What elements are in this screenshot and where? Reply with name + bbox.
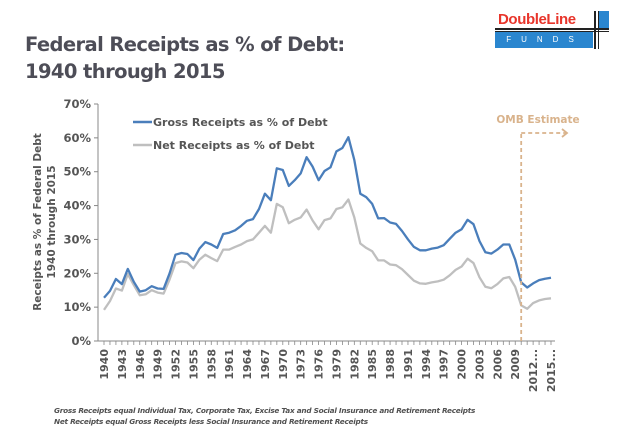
logo-brand-text: DoubleLine xyxy=(498,11,576,28)
y-tick-label: 60% xyxy=(63,131,91,145)
x-tick-label: 1955 xyxy=(187,349,200,380)
omb-estimate-annotation: OMB Estimate xyxy=(496,114,580,341)
x-tick-label: 1988 xyxy=(384,349,397,380)
y-axis-label-line-1: Receipts as % of Federal Debt xyxy=(32,133,44,311)
x-axis: 1940 1943 1946 1949 1952 1955 1958 1961 1964 1967… xyxy=(98,340,558,392)
y-tick-label: 0% xyxy=(71,334,91,348)
y-tick-label: 30% xyxy=(63,232,91,246)
y-axis: 0% 10% 20% 30% 40% 50% 60% 70% xyxy=(63,97,99,348)
net-receipts-line xyxy=(103,198,552,311)
x-tick-label: 1973 xyxy=(295,349,308,380)
x-tick-label: 2009 xyxy=(509,349,522,380)
y-tick-label: 50% xyxy=(63,165,91,179)
x-tick-label: 1946 xyxy=(134,349,147,380)
x-tick-label: 1976 xyxy=(313,349,326,380)
doubleline-logo: DoubleLine FUNDS xyxy=(495,9,610,49)
logo-rule xyxy=(495,31,609,32)
x-tick-label: 2006 xyxy=(491,349,504,380)
x-tick-label: 1991 xyxy=(402,349,415,380)
x-tick-label: 1940 xyxy=(98,349,111,380)
logo-bar xyxy=(495,32,593,48)
legend-label: Gross Receipts as % of Debt xyxy=(153,116,328,129)
y-tick-label: 10% xyxy=(63,300,91,314)
x-tick-label: 1952 xyxy=(170,349,183,380)
logo-rule xyxy=(495,28,609,30)
logo-square xyxy=(599,11,609,28)
x-tick-label: 1964 xyxy=(241,349,254,380)
x-tick-label: 1979 xyxy=(330,349,343,380)
y-tick-label: 40% xyxy=(63,199,91,213)
legend-label: Net Receipts as % of Debt xyxy=(153,139,315,152)
x-tick-label: 1967 xyxy=(259,349,272,380)
x-tick-label: 1961 xyxy=(223,349,236,380)
arrow-right-icon xyxy=(561,128,569,138)
title-line-1: Federal Receipts as % of Debt: xyxy=(25,33,345,56)
logo-sub-text: FUNDS xyxy=(506,35,584,44)
x-tick-label: 1970 xyxy=(277,349,290,380)
y-axis-label-line-2: 1940 through 2015 xyxy=(46,165,58,278)
x-tick-label: 1958 xyxy=(205,349,218,380)
title-line-2: 1940 through 2015 xyxy=(25,60,225,83)
x-tick-label: 2015... xyxy=(545,349,558,392)
x-tick-label: 1985 xyxy=(366,349,379,380)
footnote-net: Net Receipts equal Gross Receipts less S… xyxy=(54,417,368,426)
x-tick-label: 1994 xyxy=(420,349,433,380)
x-tick-label: 1949 xyxy=(152,349,165,380)
series-group xyxy=(103,136,552,311)
omb-estimate-label: OMB Estimate xyxy=(496,114,579,126)
logo-rule xyxy=(594,11,596,49)
legend: Gross Receipts as % of Debt Net Receipts … xyxy=(133,116,328,152)
legend-item-gross: Gross Receipts as % of Debt xyxy=(133,116,328,129)
x-tick-label: 1982 xyxy=(348,349,361,380)
footnote-gross: Gross Receipts equal Individual Tax, Cor… xyxy=(54,406,476,415)
logo-rule xyxy=(598,11,599,49)
y-tick-label: 20% xyxy=(63,266,91,280)
gross-receipts-line xyxy=(103,136,552,299)
x-tick-label: 1943 xyxy=(116,349,129,380)
x-tick-label: 1997 xyxy=(438,349,451,380)
chart-title: Federal Receipts as % of Debt: 1940 thro… xyxy=(25,31,345,85)
x-tick-label: 2000 xyxy=(456,349,469,380)
y-tick-label: 70% xyxy=(63,97,91,111)
x-tick-label: 2012... xyxy=(527,349,540,392)
legend-item-net: Net Receipts as % of Debt xyxy=(133,139,315,152)
x-tick-label: 2003 xyxy=(473,349,486,380)
